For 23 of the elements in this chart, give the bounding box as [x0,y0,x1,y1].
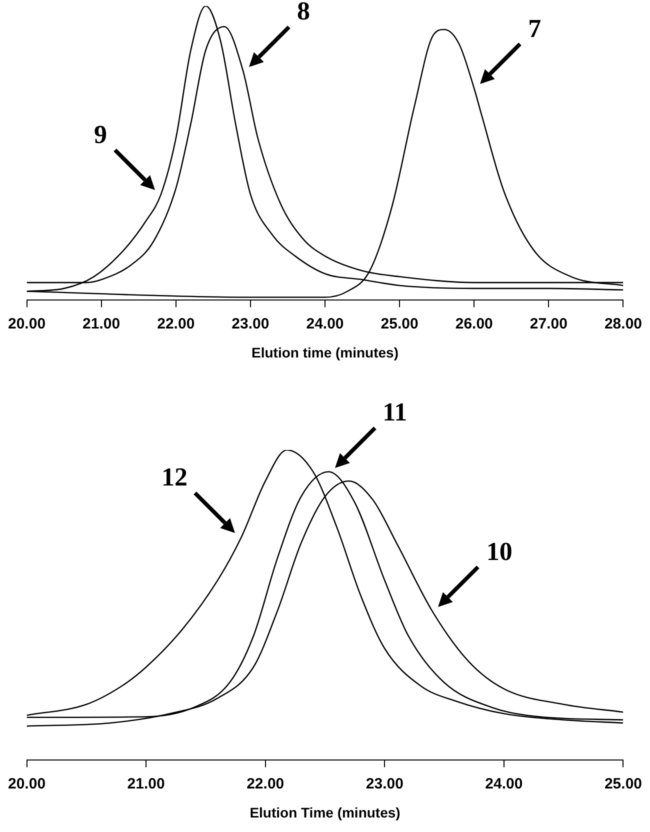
x-tick-label: 24.00 [306,315,344,332]
x-tick-label: 23.00 [232,315,270,332]
x-tick-label: 27.00 [530,315,568,332]
x-tick-label: 21.00 [127,775,165,792]
x-tick-label: 25.00 [604,775,642,792]
x-tick-label: 25.00 [380,315,418,332]
x-tick-label: 24.00 [485,775,523,792]
x-tick-label: 23.00 [366,775,404,792]
annotation: 12 [161,462,188,492]
x-axis-title: Elution Time (minutes) [250,804,400,820]
x-tick-label: 21.00 [82,315,120,332]
annotation: 9 [94,120,107,150]
annotation: 11 [382,397,408,426]
x-tick-label: 20.00 [8,775,46,792]
x-axis-title: Elution time (minutes) [252,344,398,360]
x-tick-label: 20.00 [8,315,46,332]
annotation: 10 [486,537,512,566]
annotation: 8 [296,0,310,26]
x-tick-label: 22.00 [246,775,284,792]
annotation: 7 [528,14,542,44]
x-tick-label: 22.00 [157,315,195,332]
x-tick-label: 26.00 [455,315,493,332]
x-tick-label: 28.00 [604,315,642,332]
